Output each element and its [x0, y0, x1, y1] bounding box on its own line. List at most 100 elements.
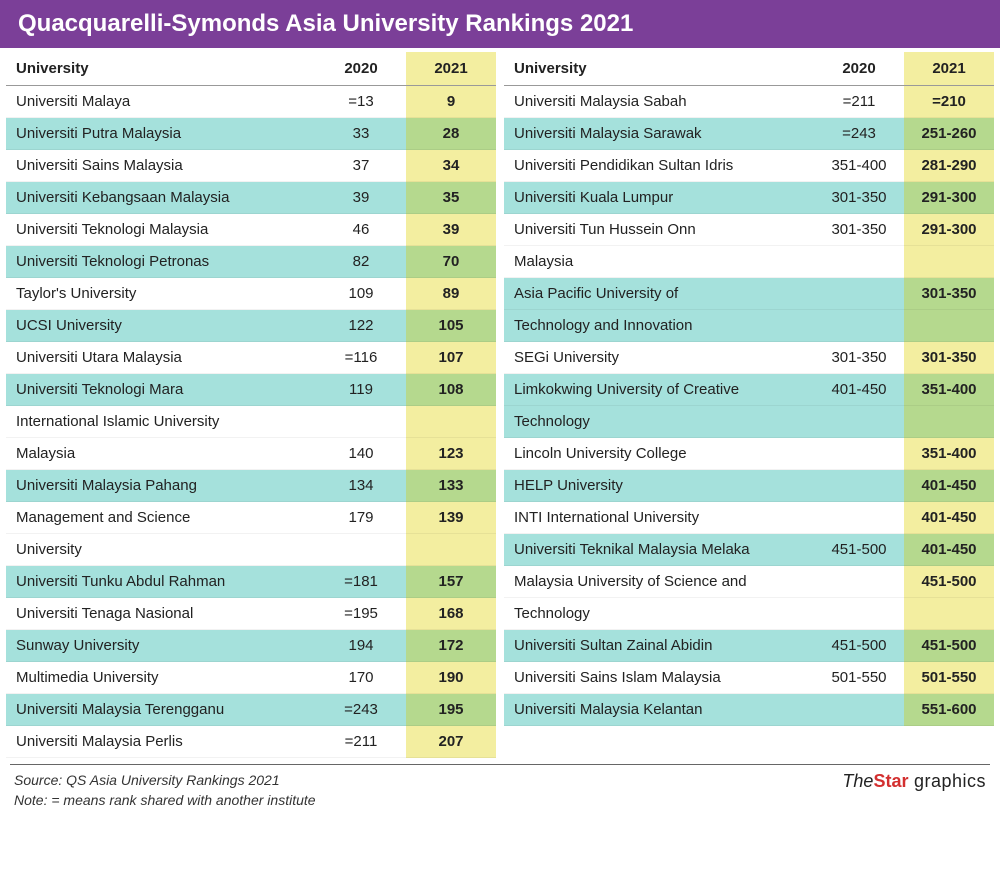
- cell-2020: 134: [316, 470, 406, 502]
- cell-2021: [406, 406, 496, 438]
- table-row: Malaysia: [504, 246, 994, 278]
- cell-university: Universiti Malaysia Terengganu: [6, 694, 316, 726]
- cell-2020: 179: [316, 502, 406, 534]
- cell-2021: 351-400: [904, 374, 994, 406]
- cell-2021: 195: [406, 694, 496, 726]
- cell-2020: 351-400: [814, 150, 904, 182]
- cell-2020: 37: [316, 150, 406, 182]
- table-row: Malaysia University of Science and451-50…: [504, 566, 994, 598]
- cell-2020: =243: [316, 694, 406, 726]
- cell-2021: 501-550: [904, 662, 994, 694]
- table-row: Universiti Tun Hussein Onn301-350291-300: [504, 214, 994, 246]
- table-row: Universiti Teknikal Malaysia Melaka451-5…: [504, 534, 994, 566]
- cell-2021: 108: [406, 374, 496, 406]
- footer: Source: QS Asia University Rankings 2021…: [10, 764, 990, 822]
- logo-star: Star: [873, 771, 908, 791]
- table-row: Universiti Putra Malaysia3328: [6, 118, 496, 150]
- cell-university: Universiti Teknologi Malaysia: [6, 214, 316, 246]
- col-2021: 2021: [406, 52, 496, 86]
- cell-2021: 401-450: [904, 470, 994, 502]
- table-row: Universiti Malaysia Terengganu=243195: [6, 694, 496, 726]
- col-2021: 2021: [904, 52, 994, 86]
- cell-2021: 39: [406, 214, 496, 246]
- cell-2020: [814, 694, 904, 726]
- cell-2021: 301-350: [904, 342, 994, 374]
- cell-2021: 172: [406, 630, 496, 662]
- table-row: Universiti Tunku Abdul Rahman=181157: [6, 566, 496, 598]
- cell-university: Universiti Malaysia Pahang: [6, 470, 316, 502]
- cell-2021: 157: [406, 566, 496, 598]
- rankings-table-right: University 2020 2021 Universiti Malaysia…: [504, 52, 994, 726]
- cell-2020: [814, 566, 904, 598]
- cell-2021: 551-600: [904, 694, 994, 726]
- cell-2020: [814, 246, 904, 278]
- col-2020: 2020: [814, 52, 904, 86]
- table-row: Universiti Teknologi Malaysia4639: [6, 214, 496, 246]
- table-row: Multimedia University170190: [6, 662, 496, 694]
- cell-university: Malaysia: [6, 438, 316, 470]
- cell-university: Universiti Sains Islam Malaysia: [504, 662, 814, 694]
- cell-2020: 109: [316, 278, 406, 310]
- cell-2021: 105: [406, 310, 496, 342]
- cell-2021: 401-450: [904, 534, 994, 566]
- cell-2020: [316, 534, 406, 566]
- cell-university: Universiti Sains Malaysia: [6, 150, 316, 182]
- right-column: University 2020 2021 Universiti Malaysia…: [504, 52, 994, 758]
- rankings-table-left: University 2020 2021 Universiti Malaya=1…: [6, 52, 496, 758]
- cell-university: Universiti Malaysia Perlis: [6, 726, 316, 758]
- cell-2021: 9: [406, 86, 496, 118]
- cell-2021: [904, 246, 994, 278]
- cell-2021: 107: [406, 342, 496, 374]
- table-row: Universiti Sains Islam Malaysia501-55050…: [504, 662, 994, 694]
- cell-2020: =13: [316, 86, 406, 118]
- cell-2020: 301-350: [814, 214, 904, 246]
- cell-university: Universiti Teknikal Malaysia Melaka: [504, 534, 814, 566]
- table-row: HELP University 401-450: [504, 470, 994, 502]
- cell-2021: 291-300: [904, 214, 994, 246]
- cell-2021: 34: [406, 150, 496, 182]
- table-row: Asia Pacific University of301-350: [504, 278, 994, 310]
- cell-2020: 82: [316, 246, 406, 278]
- table-row: Lincoln University College351-400: [504, 438, 994, 470]
- cell-university: Universiti Kebangsaan Malaysia: [6, 182, 316, 214]
- cell-2021: 28: [406, 118, 496, 150]
- cell-2021: 89: [406, 278, 496, 310]
- cell-2021: [904, 598, 994, 630]
- cell-university: SEGi University: [504, 342, 814, 374]
- table-row: Universiti Utara Malaysia=116107: [6, 342, 496, 374]
- cell-2021: 123: [406, 438, 496, 470]
- table-row: Universiti Malaysia Pahang134133: [6, 470, 496, 502]
- table-row: Universiti Kuala Lumpur301-350291-300: [504, 182, 994, 214]
- table-row: University: [6, 534, 496, 566]
- table-row: Universiti Pendidikan Sultan Idris351-40…: [504, 150, 994, 182]
- cell-university: HELP University: [504, 470, 814, 502]
- logo-graphics: graphics: [908, 771, 986, 791]
- table-row: Universiti Sultan Zainal Abidin451-50045…: [504, 630, 994, 662]
- cell-2020: 39: [316, 182, 406, 214]
- note-line: Note: = means rank shared with another i…: [14, 791, 316, 811]
- table-row: Universiti Sains Malaysia3734: [6, 150, 496, 182]
- cell-2020: [814, 598, 904, 630]
- cell-2021: =210: [904, 86, 994, 118]
- cell-2020: 119: [316, 374, 406, 406]
- cell-2021: 139: [406, 502, 496, 534]
- cell-2020: 301-350: [814, 182, 904, 214]
- cell-2020: 140: [316, 438, 406, 470]
- table-row: Malaysia140123: [6, 438, 496, 470]
- cell-university: Universiti Utara Malaysia: [6, 342, 316, 374]
- cell-2020: 451-500: [814, 630, 904, 662]
- cell-2021: 451-500: [904, 630, 994, 662]
- table-row: Universiti Kebangsaan Malaysia3935: [6, 182, 496, 214]
- table-row: Universiti Malaysia Sabah=211=210: [504, 86, 994, 118]
- tables-wrap: University 2020 2021 Universiti Malaya=1…: [0, 48, 1000, 758]
- cell-2021: [904, 310, 994, 342]
- table-row: Universiti Teknologi Petronas8270: [6, 246, 496, 278]
- cell-university: Universiti Malaya: [6, 86, 316, 118]
- cell-university: Multimedia University: [6, 662, 316, 694]
- cell-university: Lincoln University College: [504, 438, 814, 470]
- cell-2021: 451-500: [904, 566, 994, 598]
- cell-2020: =243: [814, 118, 904, 150]
- cell-university: Universiti Malaysia Sabah: [504, 86, 814, 118]
- cell-university: Universiti Malaysia Sarawak: [504, 118, 814, 150]
- cell-university: Universiti Tun Hussein Onn: [504, 214, 814, 246]
